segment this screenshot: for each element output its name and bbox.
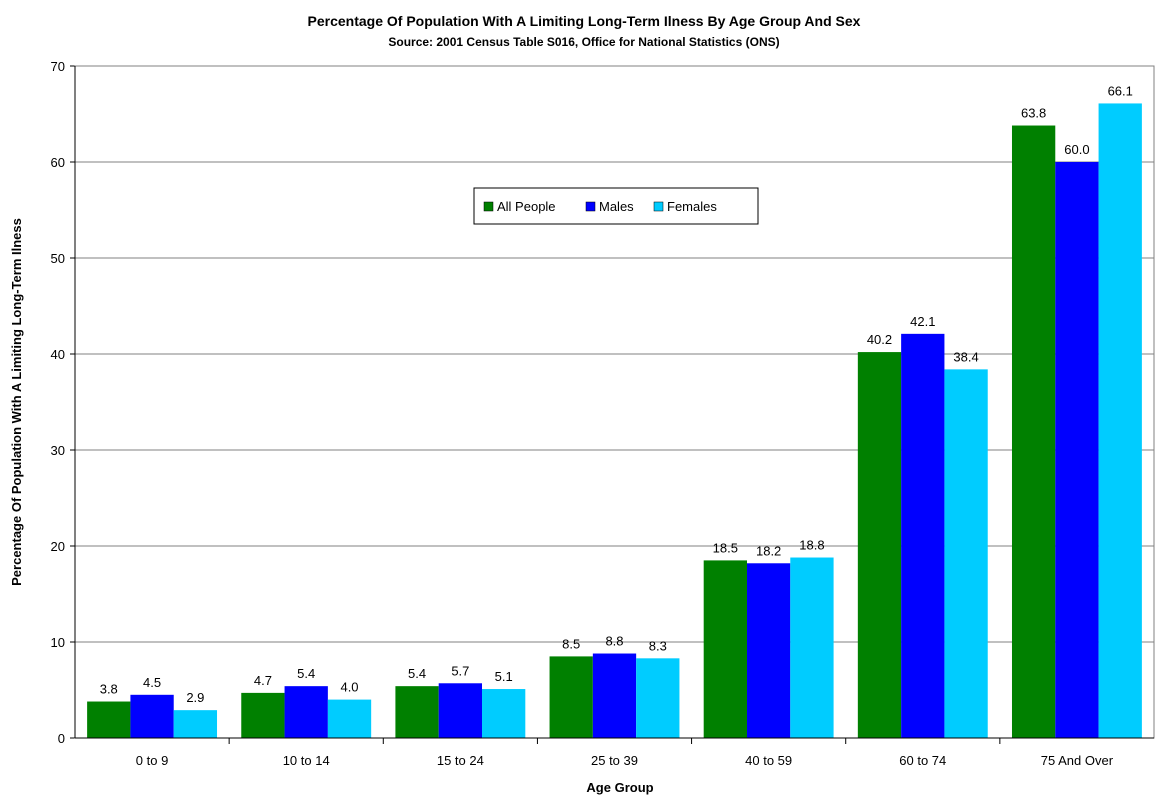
legend-swatch: [483, 201, 494, 212]
bar: [549, 656, 593, 738]
data-label: 8.8: [605, 634, 623, 649]
bar: [1055, 162, 1099, 738]
bar: [901, 333, 945, 738]
plot-area: 0 10 20 30 40 50 60 70 3.8 4.5 2.9 0 to 9 4.7 5.4 4.0 1…: [51, 59, 1155, 768]
data-label: 5.4: [297, 666, 315, 681]
bar: [857, 352, 902, 738]
legend: All People Males Females: [473, 187, 759, 225]
data-label: 5.4: [408, 666, 426, 681]
data-label: 4.0: [340, 680, 358, 695]
bar: [1011, 125, 1056, 738]
legend-swatch: [585, 201, 596, 212]
data-label: 8.3: [649, 638, 667, 653]
y-tick-label: 50: [51, 251, 65, 266]
chart-subtitle: Source: 2001 Census Table S016, Office f…: [388, 35, 779, 49]
bar: [592, 653, 637, 738]
legend-label: All People: [497, 199, 556, 214]
data-label: 40.2: [867, 332, 892, 347]
y-tick-label: 30: [51, 443, 65, 458]
bar: [130, 694, 174, 738]
data-label: 18.2: [756, 543, 781, 558]
bar: [482, 689, 526, 738]
data-label: 3.8: [100, 682, 118, 697]
legend-swatch: [653, 201, 664, 212]
data-label: 42.1: [910, 314, 935, 329]
data-label: 5.7: [451, 663, 469, 678]
bar: [790, 557, 834, 738]
legend-label: Females: [667, 199, 717, 214]
x-tick-label: 15 to 24: [437, 753, 484, 768]
bar: [87, 701, 131, 738]
x-tick-label: 0 to 9: [136, 753, 169, 768]
y-tick-label: 10: [51, 635, 65, 650]
bar: [944, 369, 988, 738]
data-label: 4.5: [143, 675, 161, 690]
x-tick-label: 75 And Over: [1041, 753, 1114, 768]
data-label: 38.4: [953, 349, 978, 364]
data-label: 8.5: [562, 636, 580, 651]
bar: [173, 710, 218, 738]
x-axis-title: Age Group: [586, 780, 653, 795]
data-label: 5.1: [495, 669, 513, 684]
x-tick-label: 10 to 14: [283, 753, 330, 768]
bar: [395, 686, 439, 738]
bar: [284, 686, 328, 738]
bar: [703, 560, 747, 738]
bar: [241, 692, 285, 738]
legend-box: [473, 187, 759, 225]
y-axis-title: Percentage Of Population With A Limiting…: [9, 218, 24, 586]
y-tick-label: 60: [51, 155, 65, 170]
data-label: 4.7: [254, 673, 272, 688]
x-tick-label: 60 to 74: [899, 753, 946, 768]
bar: [746, 563, 791, 738]
y-tick-label: 20: [51, 539, 65, 554]
x-tick-label: 40 to 59: [745, 753, 792, 768]
data-label: 2.9: [186, 690, 204, 705]
y-tick-label: 70: [51, 59, 65, 74]
bar: [1098, 103, 1142, 738]
x-tick-label: 25 to 39: [591, 753, 638, 768]
bar: [327, 699, 372, 738]
legend-label: Males: [599, 199, 634, 214]
bar: [438, 683, 483, 738]
data-label: 18.5: [713, 540, 738, 555]
y-tick-label: 0: [58, 731, 65, 746]
data-label: 66.1: [1108, 83, 1133, 98]
data-label: 63.8: [1021, 106, 1046, 121]
bar: [636, 658, 680, 738]
y-tick-label: 40: [51, 347, 65, 362]
chart-title: Percentage Of Population With A Limiting…: [308, 13, 861, 29]
data-label: 18.8: [799, 538, 824, 553]
data-label: 60.0: [1064, 142, 1089, 157]
